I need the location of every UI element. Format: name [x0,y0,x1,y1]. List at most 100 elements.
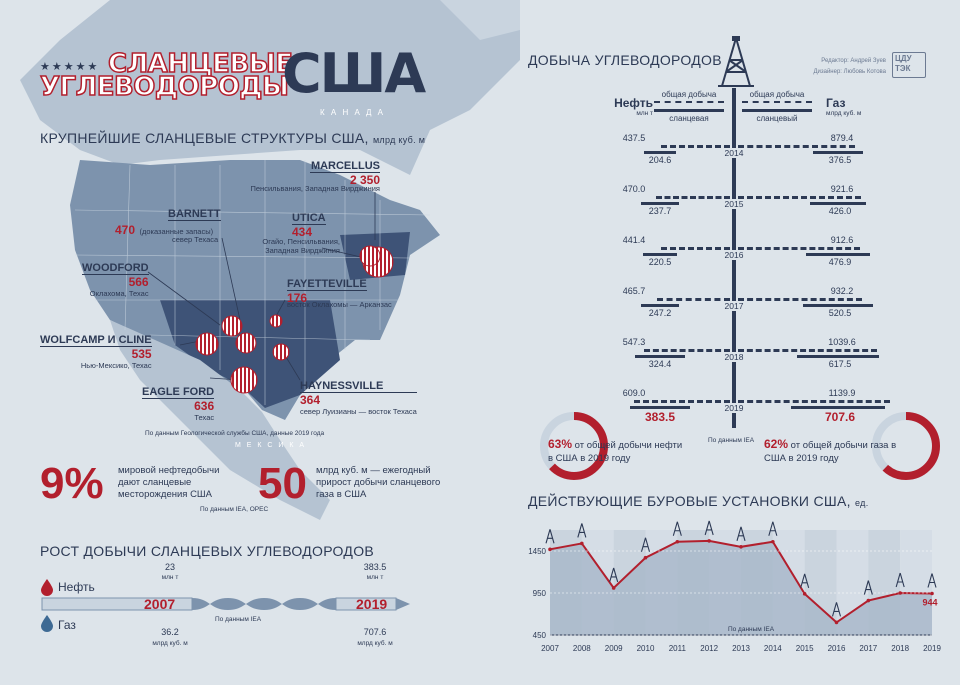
chart-x-tick-label: 2012 [700,644,718,653]
gas-share-block: 62% от общей добычи газа в США в 2019 го… [764,438,914,465]
legend-left-total: общая добыча [654,90,724,103]
chart-point [611,586,616,590]
field-name: EAGLE FORD [142,386,215,399]
oil-total-bar [656,298,730,301]
title-line-2: УГЛЕВОДОРОДЫ [39,72,289,102]
north-america-map [20,0,520,520]
oil-total-value: 441.4 [622,235,646,245]
production-year: 2017 [714,301,754,311]
gas-shale-value: 376.5 [828,155,852,165]
rig-icon [863,580,873,595]
legend-left: общая добыча сланцевая [654,90,724,123]
chart-point [834,620,839,625]
gas-total-bar [738,196,861,199]
gas-total-bar [738,247,860,250]
credit-designer: Дизайнер: Любовь Котова [813,69,886,75]
production-year: 2018 [714,352,754,362]
field-value: 636 [194,399,215,413]
oil-shale-bar [629,406,691,409]
fact-gas-growth-number: 50 [258,459,307,508]
oil-share-donut [540,412,608,480]
oil-total-value: 609.0 [622,388,646,398]
gas-total-value: 1139.9 [828,388,856,398]
field-desc: Огайо, Пенсильвания, [262,237,340,246]
chart-x-tick-label: 2016 [828,644,846,653]
rig-icon [672,521,682,536]
oil-shale-bar [642,253,678,256]
field-desc-2: север Техаса [172,235,219,244]
field-desc: Оклахома, Техас [89,289,149,298]
rig-icon [927,573,937,588]
gas-shale-value: 476.9 [828,257,852,267]
oil-shale-value: 383.5 [644,410,676,424]
fact-oil-share-number: 9% [40,459,104,508]
chart-x-tick-label: 2013 [732,644,750,653]
oil-shale-value: 237.7 [648,206,672,216]
growth-year-2019: 2019 [356,596,388,612]
rig-chart: 1450 950 450 2007 2008 2009 2010 2011 2012 2013 20… [528,520,941,653]
gas-shale-value: 426.0 [828,206,852,216]
oil-share-block: 63% от общей добычи нефти в США в 2019 г… [548,438,683,465]
gas-share-value: 62% [764,437,789,451]
oil-derrick-icon [718,36,754,87]
growth-label-oil: Нефть [58,580,95,594]
gas-drop-icon [41,615,53,632]
mexico-label: М Е К С И К А [235,442,307,449]
field-value: 364 [300,393,321,407]
production-section-title: ДОБЫЧА УГЛЕВОДОРОДОВ [528,52,722,68]
gas-total-bar [738,298,863,301]
field-name: FAYETTEVILLE [287,278,367,291]
growth-source: По данным IEA [215,616,262,623]
oil-share-value: 63% [548,437,573,451]
oil-shale-value: 324.4 [648,359,672,369]
gas-shale-bar [806,253,870,256]
rig-icon [704,520,714,536]
title-usa: США [282,42,426,105]
chart-x-tick-label: 2009 [605,644,623,653]
rig-icon [736,526,746,541]
field-barnett-detail: 470 (доказанные запасы) [115,221,213,239]
col-oil-header: Нефть млн т [607,96,653,117]
oil-total-bar [643,349,730,352]
chart-point [675,539,680,544]
chart-y-tick-label: 950 [533,589,547,598]
title-line-1: СЛАНЦЕВЫЕ [107,49,293,79]
chart-y-tick-label: 1450 [528,547,546,556]
oil-total-bar [660,247,730,250]
production-source: По данным IEA [708,437,755,444]
chart-point [548,547,552,552]
gas-share-donut [872,412,940,480]
chart-point [580,541,584,546]
col-gas-unit: млрд куб. м [826,110,862,117]
cdu-tek-logo: ЦДУ ТЭК [892,52,926,78]
rig-icon [831,602,842,617]
gas-total-value: 879.4 [830,133,854,143]
growth-oil-2019: 383.5 [363,562,387,572]
gas-shale-bar [796,355,880,358]
field-value: 2 350 [349,173,380,187]
gas-total-value: 1039.6 [828,337,856,347]
gas-shale-value: 707.6 [824,410,856,424]
chart-point [802,592,807,596]
facts-source: По данным IEA, OPEC [200,506,269,513]
chart-x-tick-label: 2007 [541,644,559,653]
gas-total-value: 932.2 [830,286,854,296]
oil-share-text: от общей добычи нефти в США в 2019 году [548,440,683,464]
field-desc-2: Западная Вирджиния [265,246,340,255]
rig-icon [609,567,619,583]
chart-x-tick-label: 2015 [796,644,814,653]
oil-drop-icon [41,579,53,596]
col-gas-header: Газ млрд куб. м [826,96,861,117]
field-desc: Пенсильвания, Западная Вирджиния [250,184,381,193]
field-utica: UTICA 434 [292,212,326,239]
shale-field-markers [147,192,394,394]
col-oil-label: Нефть [614,96,653,110]
field-value: 566 [128,275,149,289]
gas-shale-bar [803,304,873,307]
gas-shale-bar [812,151,864,154]
field-name: MARCELLUS [310,160,380,173]
title-stars: ★★★★★ [40,61,100,73]
gas-shale-value: 617.5 [828,359,852,369]
oil-total-bar [656,196,730,199]
production-year: 2015 [714,199,754,209]
